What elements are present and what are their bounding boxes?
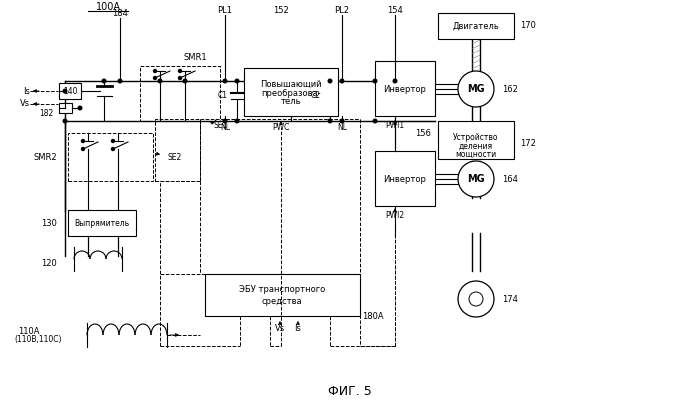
Circle shape [328, 79, 332, 83]
Text: 120: 120 [41, 259, 57, 268]
Text: C1: C1 [218, 92, 228, 101]
Circle shape [111, 148, 115, 150]
Text: Is: Is [23, 86, 30, 95]
FancyBboxPatch shape [68, 210, 136, 236]
Text: SE1: SE1 [213, 120, 228, 129]
Text: 130: 130 [41, 219, 57, 228]
FancyBboxPatch shape [438, 13, 514, 39]
Text: деления: деления [459, 141, 493, 150]
Text: Vs: Vs [275, 323, 285, 332]
FancyBboxPatch shape [59, 83, 81, 99]
Text: Vs: Vs [20, 99, 30, 109]
Circle shape [178, 69, 181, 72]
Circle shape [469, 292, 483, 306]
Text: 162: 162 [502, 85, 518, 93]
Text: Is: Is [295, 323, 302, 332]
Circle shape [78, 106, 82, 110]
Text: PL1: PL1 [218, 7, 232, 16]
Text: 174: 174 [502, 295, 518, 303]
Text: PWI2: PWI2 [386, 210, 405, 219]
Text: ФИГ. 5: ФИГ. 5 [328, 385, 372, 397]
Circle shape [223, 79, 227, 83]
Circle shape [81, 148, 85, 150]
FancyBboxPatch shape [59, 103, 72, 113]
Circle shape [458, 71, 494, 107]
Text: MG: MG [467, 174, 485, 184]
Text: 140: 140 [63, 86, 77, 95]
Circle shape [223, 119, 227, 123]
FancyBboxPatch shape [244, 68, 338, 116]
Circle shape [458, 161, 494, 197]
Circle shape [235, 79, 239, 83]
FancyBboxPatch shape [438, 121, 514, 159]
Circle shape [153, 76, 157, 79]
Text: NL: NL [337, 122, 347, 132]
Text: 110A: 110A [18, 326, 39, 335]
Circle shape [81, 139, 85, 143]
Text: (110B,110C): (110B,110C) [14, 335, 62, 344]
Text: NL: NL [220, 122, 230, 132]
Text: Инвертор: Инвертор [384, 85, 426, 93]
Circle shape [63, 89, 66, 93]
Text: 172: 172 [520, 139, 536, 148]
Text: PWI1: PWI1 [386, 122, 405, 131]
Text: SMR1: SMR1 [183, 53, 206, 62]
Text: C2: C2 [311, 92, 321, 101]
Text: мощности: мощности [456, 150, 496, 159]
Text: 180A: 180A [362, 312, 384, 321]
Text: 152: 152 [273, 7, 289, 16]
Circle shape [458, 281, 494, 317]
Circle shape [340, 119, 344, 123]
Circle shape [118, 79, 122, 83]
Text: Повышающий: Повышающий [260, 79, 322, 88]
Circle shape [111, 139, 115, 143]
Text: преобразова-: преобразова- [261, 88, 321, 97]
Text: PL2: PL2 [335, 7, 349, 16]
Text: 184: 184 [112, 9, 128, 18]
Text: тель: тель [281, 97, 301, 106]
Text: Инвертор: Инвертор [384, 175, 426, 183]
Circle shape [158, 79, 162, 83]
FancyBboxPatch shape [375, 151, 435, 206]
Text: 182: 182 [38, 109, 53, 118]
Circle shape [153, 69, 157, 72]
Circle shape [373, 119, 377, 123]
Text: 100A: 100A [95, 2, 120, 12]
Text: 156: 156 [415, 129, 431, 138]
Text: Двигатель: Двигатель [453, 21, 499, 30]
Circle shape [178, 76, 181, 79]
Circle shape [328, 119, 332, 123]
Text: PWC: PWC [272, 123, 290, 132]
Circle shape [63, 119, 66, 123]
Text: ЭБУ транспортного: ЭБУ транспортного [239, 286, 325, 295]
Circle shape [373, 79, 377, 83]
Text: MG: MG [467, 84, 485, 94]
Text: SE2: SE2 [168, 152, 182, 162]
Circle shape [183, 79, 187, 83]
FancyBboxPatch shape [375, 61, 435, 116]
Circle shape [235, 119, 239, 123]
Circle shape [393, 79, 397, 83]
Text: средства: средства [262, 298, 302, 307]
Circle shape [102, 79, 106, 83]
Text: SMR2: SMR2 [34, 152, 57, 162]
Text: 154: 154 [387, 7, 403, 16]
Circle shape [340, 79, 344, 83]
Text: 164: 164 [502, 175, 518, 183]
FancyBboxPatch shape [205, 274, 360, 316]
Text: Выпрямитель: Выпрямитель [74, 219, 130, 228]
Text: 170: 170 [520, 21, 536, 30]
Text: Устройство: Устройство [454, 134, 498, 143]
